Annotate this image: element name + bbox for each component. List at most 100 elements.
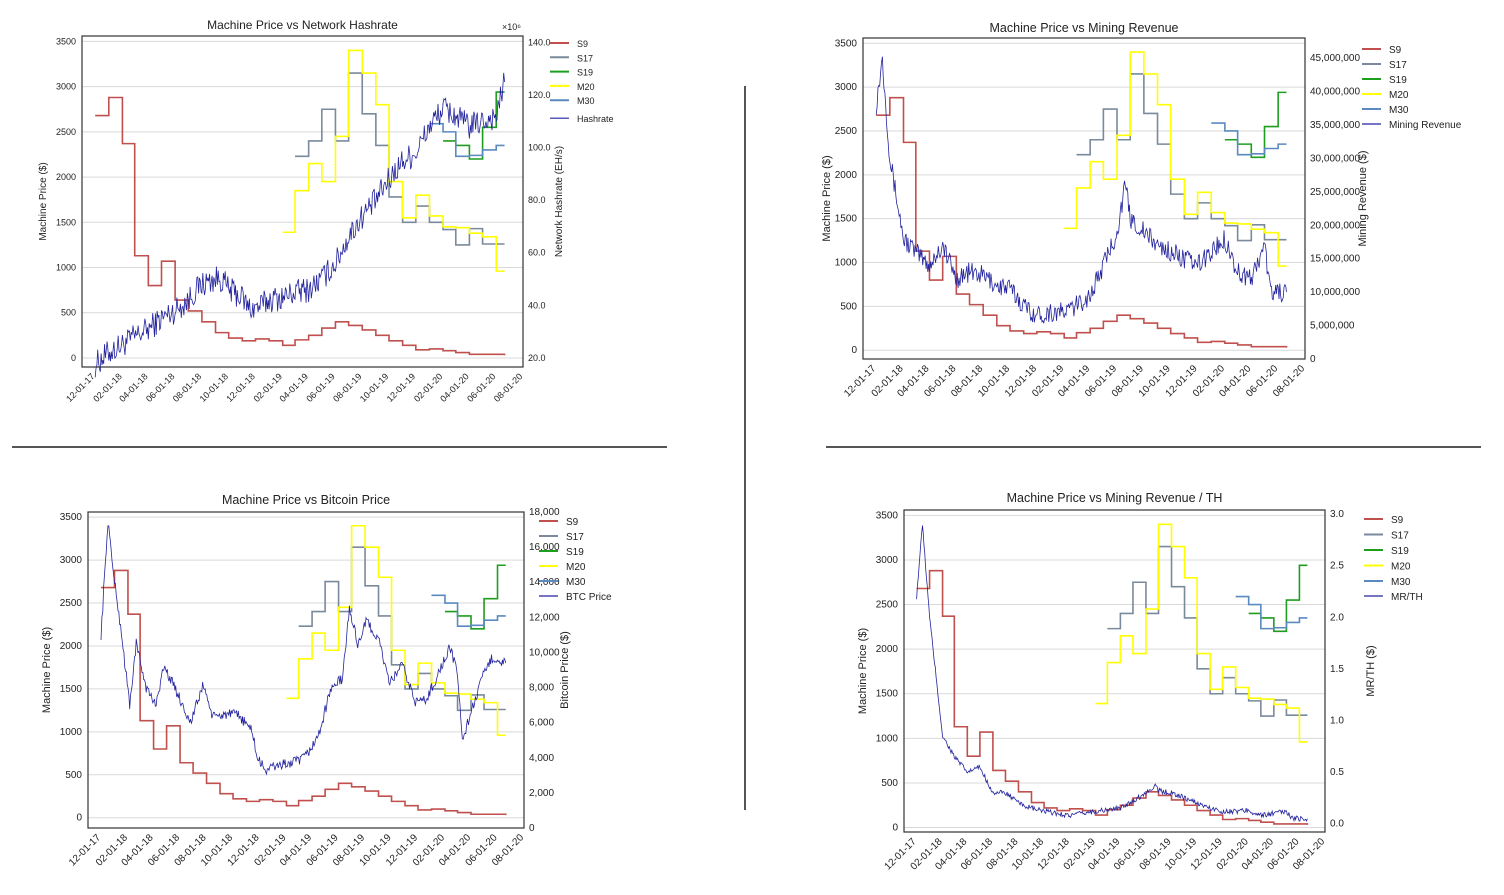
plot-frame: [87, 511, 525, 829]
mining-revenue-chart: Machine Price vs Mining Revenue 0 500 1000 1…: [821, 21, 1462, 399]
legend-label-m20: M20: [566, 562, 586, 573]
y-tick-label: 0: [76, 813, 82, 824]
bitcoin-price-chart: Machine Price vs Bitcoin Price 0 500 1000 15…: [41, 493, 612, 868]
y2-tick-label: 3.0: [1330, 509, 1344, 520]
y-tick-label: 3000: [60, 555, 83, 566]
bitcoin-price-chart-panel: Machine Price vs Bitcoin Price 0 500 1000 15…: [10, 486, 670, 886]
y2-axis-label: Network Hashrate (EH/s): [554, 146, 565, 257]
legend-label-s9: S9: [1391, 515, 1404, 526]
y2-tick-label: 80.0: [528, 195, 546, 205]
legend-label-aux: BTC Price: [566, 592, 612, 603]
legend-label-s9: S9: [1389, 45, 1402, 56]
legend-label-s9: S9: [577, 39, 588, 49]
y2-tick-label: 140.0: [528, 38, 551, 48]
y-tick-label: 2500: [60, 598, 83, 609]
y2-tick-label: 40,000,000: [1310, 87, 1360, 98]
y-tick-label: 3500: [60, 512, 83, 523]
legend-label-m20: M20: [1391, 562, 1411, 573]
y-tick-label: 2500: [876, 600, 899, 611]
y-tick-label: 1000: [835, 258, 858, 269]
series-s17-line: [1107, 545, 1308, 717]
y-tick-label: 1500: [835, 214, 858, 225]
y2-axis-label: Bitcoin Price ($): [559, 631, 571, 709]
y-axis-label: Machine Price ($): [41, 627, 53, 713]
y-axis-label: Machine Price ($): [857, 628, 869, 714]
chart-title: Machine Price vs Bitcoin Price: [222, 493, 390, 507]
y2-tick-label: 1.0: [1330, 716, 1344, 727]
y2-tick-label: 2,000: [529, 788, 554, 799]
y-tick-label: 500: [61, 308, 76, 318]
legend-label-aux: Mining Revenue: [1389, 120, 1462, 131]
y-axis-label: Machine Price ($): [821, 155, 833, 241]
y2-tick-label: 6,000: [529, 718, 554, 729]
y-tick-label: 1000: [60, 727, 83, 738]
series-m20-line: [282, 49, 505, 272]
y-tick-label: 500: [840, 301, 857, 312]
y2-tick-label: 0.0: [1330, 819, 1344, 830]
legend-label-s19: S19: [577, 68, 593, 78]
series-s17-line: [298, 546, 506, 712]
series-s9-line: [95, 96, 506, 356]
y-tick-label: 2000: [56, 172, 76, 182]
legend-label-s17: S17: [566, 532, 584, 543]
legend-label-s19: S19: [566, 547, 584, 558]
series-m20-line: [286, 524, 506, 737]
series-s9-line: [916, 569, 1309, 825]
mining-revenue-chart-panel: Machine Price vs Mining Revenue 0 500 1000 1…: [790, 14, 1502, 418]
y-tick-label: 3000: [876, 555, 899, 566]
y-tick-label: 1000: [876, 733, 899, 744]
series-s17-line: [1076, 73, 1287, 242]
y-tick-label: 3500: [56, 36, 76, 46]
y-tick-label: 2000: [60, 641, 83, 652]
y2-tick-label: 40.0: [528, 300, 546, 310]
legend-label-aux: MR/TH: [1391, 592, 1423, 603]
y2-tick-label: 0: [1310, 354, 1316, 365]
series-m30-line: [1211, 122, 1287, 156]
series-m20-line: [1064, 51, 1287, 267]
series-s19-line: [1224, 91, 1287, 159]
vertical-divider: [744, 86, 746, 810]
legend-label-s19: S19: [1389, 75, 1407, 86]
y-tick-label: 3500: [835, 38, 858, 49]
series-s19-line: [444, 564, 506, 630]
y2-tick-label: 16,000: [529, 542, 560, 553]
y2-tick-label: 18,000: [529, 507, 560, 518]
y-tick-label: 2500: [835, 126, 858, 137]
horizontal-divider-right: [826, 446, 1481, 448]
y2-tick-label: 10,000,000: [1310, 287, 1360, 298]
y2-tick-label: 35,000,000: [1310, 120, 1360, 131]
series-s17-line: [295, 72, 505, 246]
y2-tick-label: 30,000,000: [1310, 153, 1360, 164]
series-m20-line: [1095, 523, 1308, 743]
x-tick-label: 12-01-18: [224, 371, 257, 404]
y-tick-label: 3500: [876, 510, 899, 521]
y2-tick-label: 45,000,000: [1310, 53, 1360, 64]
horizontal-divider-left: [12, 446, 667, 448]
y2-tick-label: 10,000: [529, 647, 560, 658]
series-m30-line: [1235, 595, 1308, 630]
y2-tick-label: 2.0: [1330, 612, 1344, 623]
y2-tick-label: 1.5: [1330, 664, 1344, 675]
y2-tick-label: 14,000: [529, 577, 560, 588]
y-tick-label: 3000: [56, 82, 76, 92]
y2-tick-label: 20,000,000: [1310, 220, 1360, 231]
legend-label-s17: S17: [1391, 531, 1409, 542]
y-tick-label: 500: [65, 770, 82, 781]
y2-tick-label: 0: [529, 823, 535, 834]
legend-label-s17: S17: [577, 53, 593, 63]
y2-tick-label: 20.0: [528, 353, 546, 363]
aux-series-line: [875, 56, 1287, 324]
y2-tick-label: 120.0: [528, 90, 551, 100]
y2-tick-label: 2.5: [1330, 561, 1344, 572]
y2-tick-label: 15,000,000: [1310, 254, 1360, 265]
aux-series-line: [916, 525, 1308, 823]
mining-revenue-per-th-chart-panel: Machine Price vs Mining Revenue / TH 0 500…: [826, 484, 1502, 892]
y-tick-label: 0: [851, 345, 857, 356]
legend-label-m30: M30: [566, 577, 586, 588]
legend-label-m20: M20: [1389, 90, 1409, 101]
legend-label-m30: M30: [1389, 105, 1409, 116]
offset-text: ×10⁶: [502, 22, 521, 32]
y-tick-label: 1000: [56, 263, 76, 273]
y-tick-label: 2000: [835, 170, 858, 181]
y2-tick-label: 60.0: [528, 248, 546, 258]
